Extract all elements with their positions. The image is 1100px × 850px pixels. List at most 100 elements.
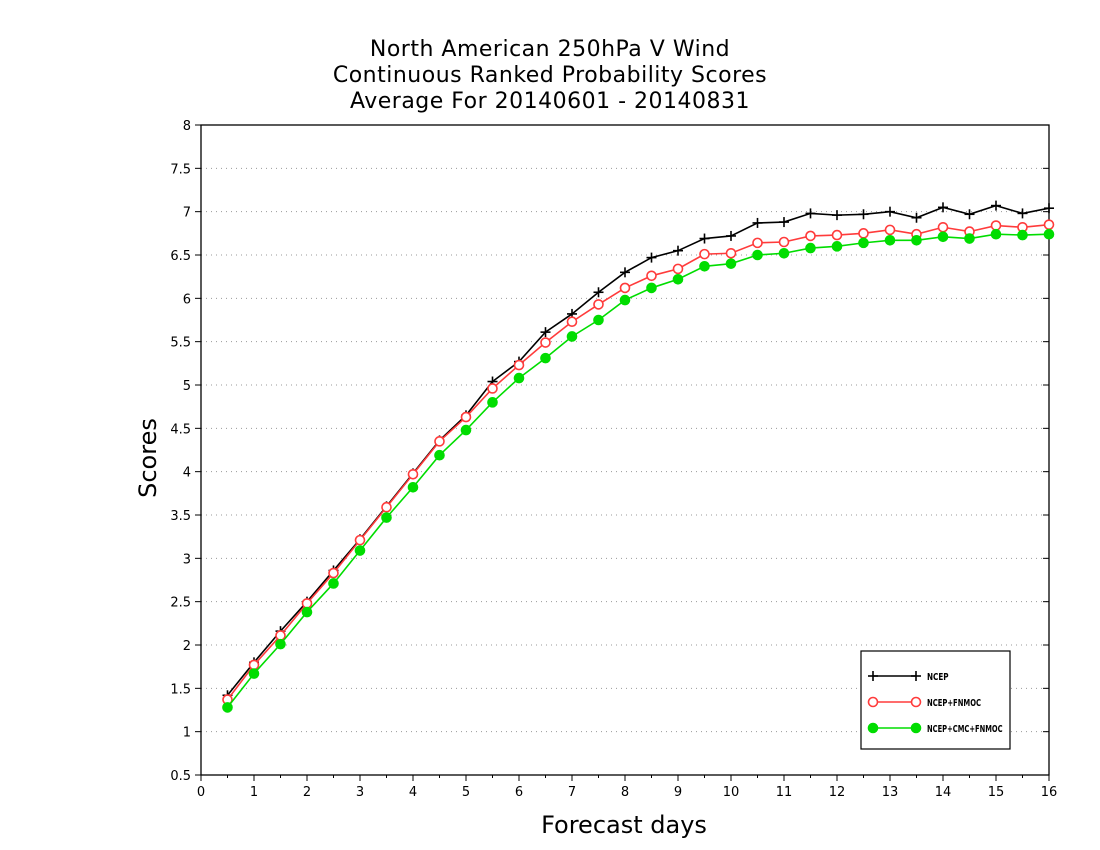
- legend: NCEP NCEP+FNMOC NCEP+CMC+FNMOC: [860, 650, 1011, 750]
- series-0: [222, 200, 1054, 701]
- point-ncep-fnmoc: [831, 229, 843, 241]
- point-ncep: [673, 245, 683, 256]
- x-tick-label: 9: [674, 785, 682, 800]
- point-ncep-fnmoc: [990, 220, 1002, 231]
- point-ncep-fnmoc: [867, 696, 879, 708]
- point-ncep-cmc-fnmoc: [699, 260, 710, 272]
- point-ncep-fnmoc: [858, 228, 869, 239]
- point-ncep-fnmoc: [752, 237, 763, 249]
- point-ncep: [805, 208, 816, 219]
- series-1: [222, 219, 1055, 705]
- y-tick-label: 2: [183, 639, 191, 654]
- point-ncep-cmc-fnmoc: [725, 258, 737, 269]
- point-ncep-fnmoc: [937, 221, 949, 233]
- point-ncep-cmc-fnmoc: [1043, 228, 1055, 240]
- x-tick-label: 5: [462, 785, 470, 800]
- point-ncep-cmc-fnmoc: [964, 233, 975, 244]
- chart-title-line-3: Average For 20140601 - 20140831: [349, 89, 751, 114]
- x-tick-label: 2: [303, 785, 311, 800]
- legend-label: NCEP+FNMOC: [927, 698, 981, 709]
- x-tick-label: 8: [621, 785, 629, 800]
- x-axis-label: Forecast days: [541, 811, 707, 839]
- point-ncep: [620, 267, 630, 278]
- y-tick-label: 6: [183, 292, 191, 307]
- point-ncep-cmc-fnmoc: [275, 638, 286, 650]
- series-line: [226, 233, 1050, 708]
- series-line: [226, 223, 1050, 701]
- legend-box: [860, 650, 1011, 750]
- chart-title-line-1: North American 250hPa V Wind: [369, 37, 731, 62]
- point-ncep-fnmoc: [354, 534, 366, 546]
- point-ncep-cmc-fnmoc: [778, 247, 790, 259]
- x-tick-label: 1: [250, 785, 258, 800]
- x-tick-label: 4: [409, 785, 417, 800]
- point-ncep: [593, 287, 604, 298]
- gridlines: [201, 167, 1049, 733]
- point-ncep-fnmoc: [672, 263, 684, 275]
- point-ncep-fnmoc: [301, 598, 313, 609]
- series-group: [222, 200, 1055, 713]
- chart-title-line-2: Continuous Ranked Probability Scores: [332, 63, 768, 88]
- y-tick-label: 5: [183, 379, 191, 394]
- y-tick-label: 2.5: [170, 596, 191, 611]
- point-ncep-cmc-fnmoc: [566, 331, 578, 342]
- point-ncep: [868, 671, 878, 681]
- y-tick-label: 4.5: [170, 422, 191, 437]
- point-ncep-cmc-fnmoc: [354, 545, 366, 556]
- point-ncep: [699, 233, 710, 244]
- point-ncep: [1017, 208, 1028, 219]
- point-ncep-fnmoc: [884, 224, 896, 236]
- point-ncep-cmc-fnmoc: [752, 249, 763, 261]
- point-ncep-fnmoc: [646, 270, 657, 282]
- x-tick-label: 0: [197, 785, 205, 800]
- point-ncep-cmc-fnmoc: [911, 234, 922, 246]
- point-ncep-cmc-fnmoc: [593, 314, 604, 326]
- x-tick-label: 12: [829, 785, 846, 800]
- x-tick-label: 3: [356, 785, 364, 800]
- y-tick-label: 1: [183, 726, 191, 741]
- y-tick-label: 6.5: [170, 249, 191, 264]
- legend-entry: NCEP: [868, 671, 949, 683]
- point-ncep-fnmoc: [487, 383, 498, 394]
- point-ncep-cmc-fnmoc: [460, 424, 472, 436]
- point-ncep-cmc-fnmoc: [1017, 229, 1028, 241]
- point-ncep-cmc-fnmoc: [434, 449, 445, 461]
- point-ncep: [991, 200, 1001, 211]
- series-2: [222, 228, 1055, 713]
- point-ncep: [1044, 203, 1054, 214]
- point-ncep-cmc-fnmoc: [831, 241, 843, 252]
- x-tick-label: 11: [776, 785, 793, 800]
- y-axis-label: Scores: [134, 418, 162, 498]
- point-ncep-fnmoc: [805, 230, 816, 242]
- point-ncep-cmc-fnmoc: [381, 512, 392, 523]
- point-ncep: [752, 217, 763, 228]
- y-tick-label: 8: [183, 119, 191, 134]
- legend-label: NCEP: [927, 672, 949, 683]
- point-ncep-fnmoc: [248, 659, 260, 671]
- point-ncep-cmc-fnmoc: [248, 668, 260, 679]
- x-tick-label: 13: [882, 785, 899, 800]
- point-ncep: [540, 327, 551, 338]
- y-tick-label: 5.5: [170, 336, 191, 351]
- point-ncep-fnmoc: [725, 247, 737, 259]
- point-ncep-cmc-fnmoc: [619, 294, 631, 306]
- point-ncep-fnmoc: [275, 630, 286, 641]
- point-ncep: [646, 252, 657, 263]
- point-ncep: [964, 209, 975, 220]
- point-ncep-cmc-fnmoc: [513, 372, 525, 384]
- point-ncep-fnmoc: [328, 567, 339, 579]
- point-ncep-cmc-fnmoc: [910, 722, 922, 734]
- x-tick-label: 14: [935, 785, 952, 800]
- x-tick-label: 16: [1041, 785, 1058, 800]
- point-ncep-fnmoc: [910, 696, 922, 708]
- point-ncep-cmc-fnmoc: [328, 578, 339, 589]
- point-ncep-fnmoc: [381, 501, 392, 513]
- point-ncep-fnmoc: [460, 411, 472, 423]
- point-ncep-fnmoc: [407, 468, 419, 480]
- point-ncep: [911, 671, 921, 681]
- point-ncep-fnmoc: [699, 248, 710, 260]
- point-ncep-cmc-fnmoc: [540, 352, 551, 364]
- legend-label: NCEP+CMC+FNMOC: [927, 724, 1003, 735]
- point-ncep-fnmoc: [778, 236, 790, 248]
